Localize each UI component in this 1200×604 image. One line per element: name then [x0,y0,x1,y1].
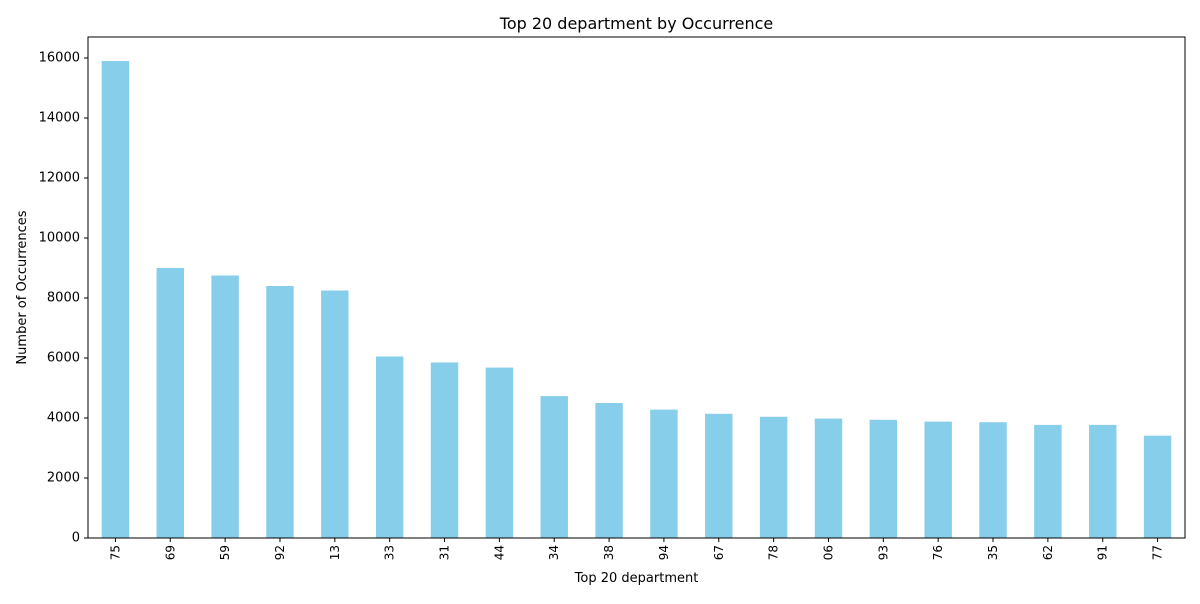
x-tick-label: 67 [712,545,726,560]
y-tick-label: 14000 [39,111,80,126]
bar-38 [595,403,623,538]
x-tick-label: 59 [218,545,232,560]
x-tick-label: 77 [1151,545,1165,560]
bar-77 [1143,435,1172,538]
y-tick-label: 8000 [47,291,80,306]
bar-94 [650,409,678,538]
y-tick-label: 6000 [47,351,80,366]
y-axis-label: Number of Occurrences [15,210,30,364]
x-tick-label: 75 [108,545,122,560]
bar-31 [430,362,459,538]
bars-layer [101,61,1172,538]
x-tick-label: 13 [328,545,342,560]
x-tick-label: 44 [492,545,506,560]
x-tick-label: 76 [931,545,945,560]
bar-34 [540,396,568,538]
x-tick-label: 33 [383,545,397,560]
bar-67 [705,413,733,538]
y-tick-label: 4000 [47,411,80,426]
x-tick-label: 78 [767,545,781,560]
y-tick-label: 2000 [47,471,80,486]
bar-13 [321,290,349,538]
plot-frame [87,36,1186,539]
x-tick-label: 06 [821,545,835,560]
bar-93 [869,419,898,538]
x-tick-label: 62 [1041,545,1055,560]
bar-44 [485,367,514,538]
bar-69 [156,268,184,538]
bar-76 [924,421,952,538]
bar-33 [375,356,404,538]
x-tick-label: 92 [273,545,287,560]
x-tick-label: 93 [876,545,890,560]
bar-75 [101,61,130,538]
bar-92 [266,286,294,538]
x-tick-label: 69 [163,545,177,560]
y-tick-label: 0 [72,531,80,546]
chart-title: Top 20 department by Occurrence [499,14,773,33]
x-tick-label: 31 [438,545,452,560]
bar-62 [1034,424,1062,538]
bar-35 [979,422,1007,538]
x-tick-label: 38 [602,545,616,560]
x-tick-label: 94 [657,545,671,560]
bar-59 [211,275,239,538]
y-tick-label: 16000 [39,51,80,66]
bar-78 [759,416,788,538]
bar-91 [1089,424,1117,538]
x-tick-label: 91 [1096,545,1110,560]
y-tick-label: 12000 [39,171,80,186]
x-axis: 75 69 59 92 13 33 31 44 34 38 94 67 78 06 93 76 35 62 91 77 [108,538,1165,560]
x-tick-label: 34 [547,545,561,560]
y-tick-label: 10000 [39,231,80,246]
x-axis-label: Top 20 department [574,571,699,586]
x-tick-label: 35 [986,545,1000,560]
y-axis: 0 2000 4000 6000 8000 10000 12000 14000 16000 [39,51,88,546]
bar-06 [814,418,843,538]
